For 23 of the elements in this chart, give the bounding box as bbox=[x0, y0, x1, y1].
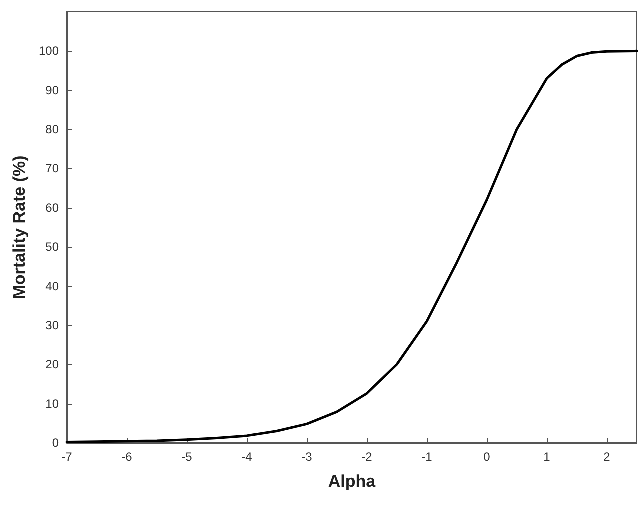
y-tick-label: 10 bbox=[46, 396, 60, 411]
y-tick-label: 20 bbox=[46, 358, 60, 372]
x-tick-label: -3 bbox=[302, 450, 313, 464]
y-tick-label: 60 bbox=[46, 200, 60, 215]
x-axis-title: Alpha bbox=[328, 472, 376, 491]
y-tick-label: 90 bbox=[46, 83, 60, 98]
y-tick-label: 40 bbox=[46, 279, 60, 294]
y-axis-title: Mortality Rate (%) bbox=[10, 156, 30, 300]
x-tick-label: -6 bbox=[122, 450, 133, 464]
x-tick-label: -4 bbox=[242, 450, 253, 464]
x-tick-label: 2 bbox=[604, 450, 611, 464]
y-tick-label: 70 bbox=[46, 162, 60, 176]
y-tick-label: 0 bbox=[52, 436, 60, 450]
x-tick-label: 0 bbox=[484, 450, 491, 464]
x-tick-label: -2 bbox=[362, 450, 373, 464]
x-tick-label: -1 bbox=[422, 450, 433, 464]
y-tick-label: 100 bbox=[38, 44, 60, 58]
y-tick-label: 80 bbox=[46, 122, 60, 137]
x-tick-label: -5 bbox=[182, 450, 193, 464]
y-tick-label: 30 bbox=[46, 318, 60, 332]
x-tick-label: -7 bbox=[62, 450, 73, 464]
x-tick-label: 1 bbox=[544, 450, 551, 464]
y-tick-label: 50 bbox=[46, 240, 60, 254]
